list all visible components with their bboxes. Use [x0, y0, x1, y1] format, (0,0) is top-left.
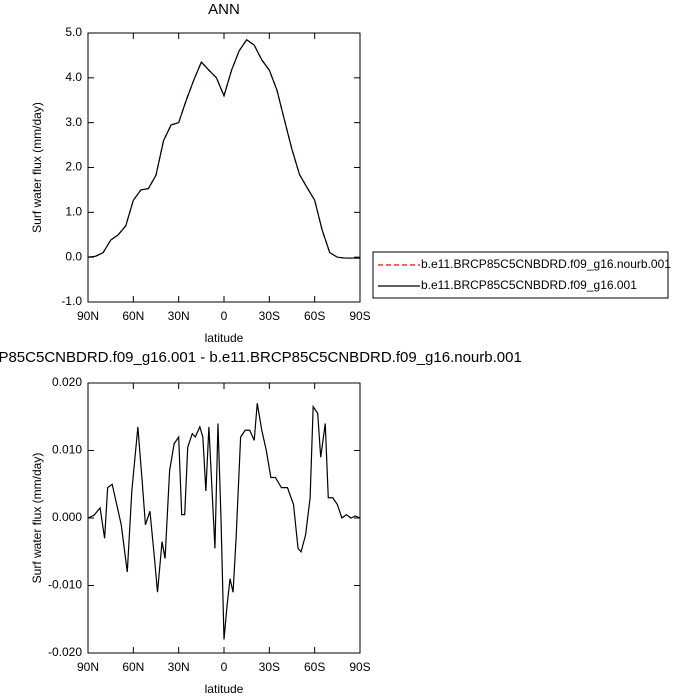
y-tick-label: -0.020 [48, 645, 82, 659]
x-tick-label: 0 [221, 660, 228, 674]
y-axis-label: Surf water flux (mm/day) [30, 102, 44, 233]
plot-frame [87, 382, 361, 654]
y-tick-label: 0.020 [52, 375, 82, 389]
y-axis-label: Surf water flux (mm/day) [30, 453, 44, 584]
y-tick-label: 5.0 [65, 25, 82, 39]
chart-title: b.e11.BRCP85C5CNBDRD.f09_g16.001 - b.e11… [0, 349, 522, 366]
data-line [87, 38, 360, 259]
x-tick-label: 60S [304, 660, 325, 674]
legend-box [372, 251, 669, 299]
x-tick-label: 0 [221, 309, 228, 323]
x-tick-label: 60N [122, 660, 144, 674]
x-tick-label: 30N [168, 309, 190, 323]
y-tick-label: 0.010 [52, 443, 82, 457]
data-line [87, 38, 360, 259]
y-tick-label: 4.0 [65, 70, 82, 84]
x-tick-label: 90N [77, 660, 99, 674]
x-tick-label: 60N [122, 309, 144, 323]
x-tick-label: 30S [259, 309, 280, 323]
x-tick-label: 30N [168, 660, 190, 674]
plot-frame [87, 32, 361, 303]
x-tick-label: 90S [349, 309, 370, 323]
x-tick-label: 60S [304, 309, 325, 323]
data-line [87, 403, 361, 640]
chart-title: ANN [208, 1, 240, 18]
y-tick-label: 0.0 [65, 249, 82, 263]
x-axis-label: latitude [205, 331, 244, 345]
x-tick-label: 90N [77, 309, 99, 323]
x-axis-label: latitude [205, 682, 244, 696]
legend-label: b.e11.BRCP85C5CNBDRD.f09_g16.001 [421, 278, 637, 292]
y-tick-label: -1.0 [61, 294, 82, 308]
y-tick-label: 2.0 [65, 160, 82, 174]
y-tick-label: -0.010 [48, 578, 82, 592]
x-tick-label: 90S [349, 660, 370, 674]
y-tick-label: 0.000 [52, 510, 82, 524]
legend-label: b.e11.BRCP85C5CNBDRD.f09_g16.nourb.001 [421, 257, 671, 271]
y-tick-label: 1.0 [65, 205, 82, 219]
y-tick-label: 3.0 [65, 115, 82, 129]
x-tick-label: 30S [259, 660, 280, 674]
